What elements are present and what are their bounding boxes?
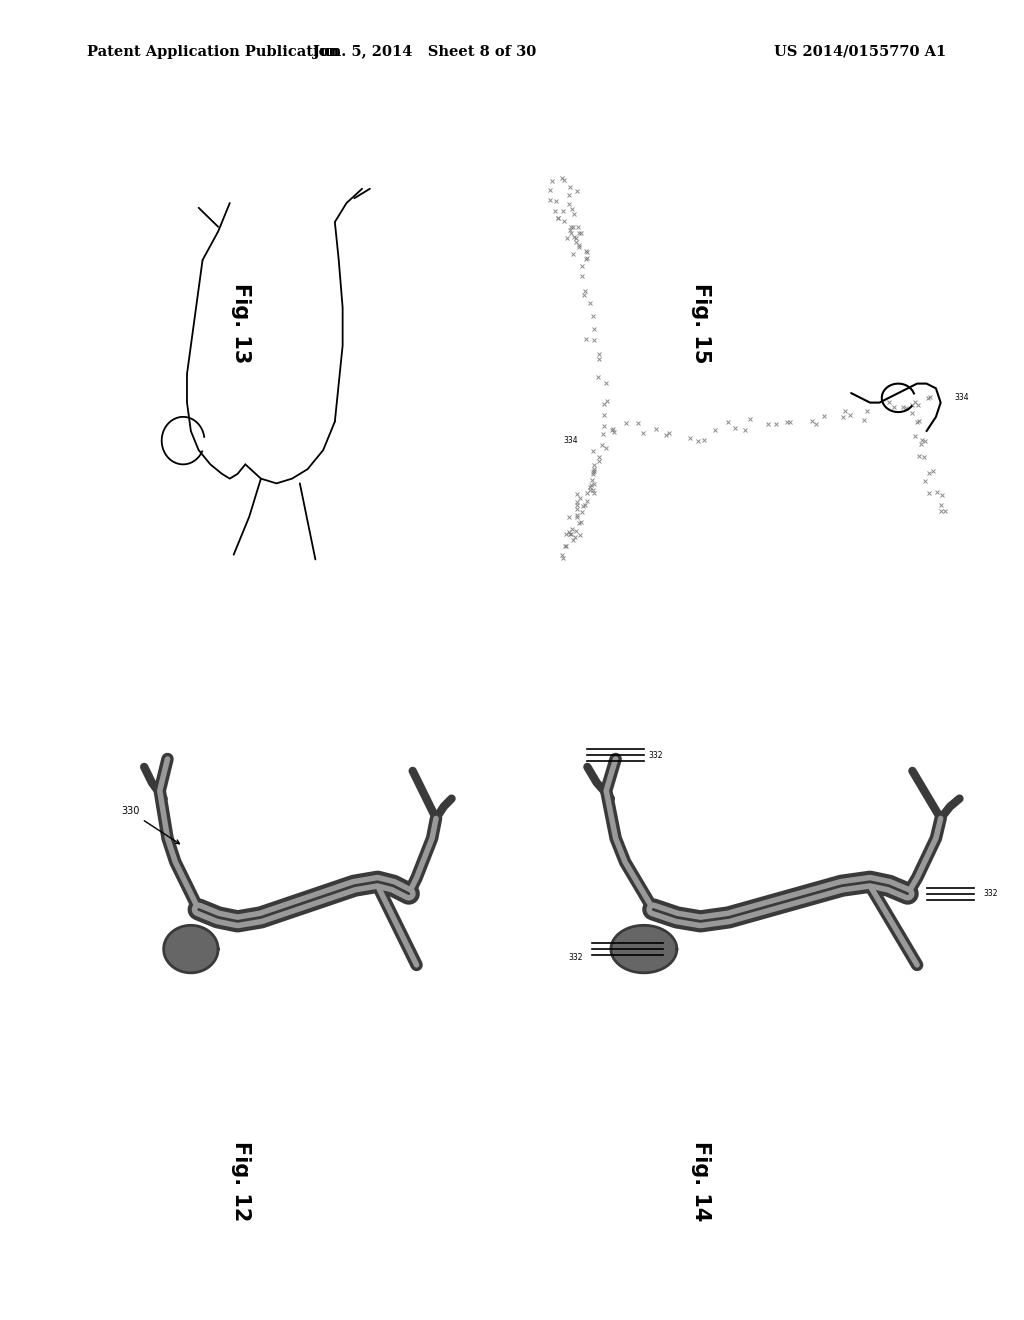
Text: Fig. 13: Fig. 13: [230, 284, 251, 363]
Text: Jun. 5, 2014   Sheet 8 of 30: Jun. 5, 2014 Sheet 8 of 30: [313, 45, 537, 59]
Text: US 2014/0155770 A1: US 2014/0155770 A1: [774, 45, 946, 59]
Text: Fig. 12: Fig. 12: [230, 1142, 251, 1221]
Text: 332: 332: [568, 953, 583, 961]
Text: 334: 334: [563, 436, 578, 445]
Text: 330: 330: [121, 807, 179, 843]
Polygon shape: [611, 925, 677, 973]
Text: Fig. 14: Fig. 14: [691, 1142, 712, 1221]
Text: 332: 332: [983, 890, 997, 898]
Polygon shape: [164, 925, 218, 973]
Text: 334: 334: [954, 393, 970, 403]
Text: 332: 332: [648, 751, 664, 759]
Text: Patent Application Publication: Patent Application Publication: [87, 45, 339, 59]
Text: Fig. 15: Fig. 15: [691, 284, 712, 363]
